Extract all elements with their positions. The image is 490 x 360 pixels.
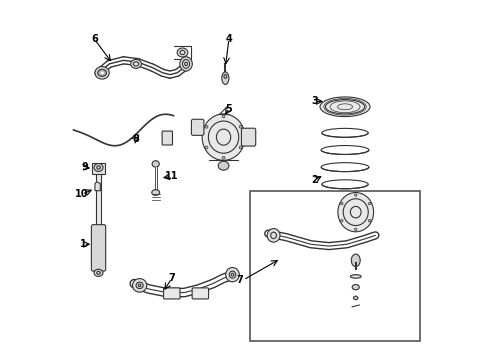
Ellipse shape — [320, 97, 370, 117]
Ellipse shape — [352, 284, 359, 290]
Ellipse shape — [368, 220, 371, 222]
Text: 11: 11 — [165, 171, 178, 181]
Ellipse shape — [202, 114, 245, 160]
Text: 2: 2 — [311, 175, 318, 185]
Bar — [96, 166, 101, 230]
Polygon shape — [95, 182, 100, 191]
Text: 1: 1 — [80, 239, 87, 249]
Ellipse shape — [322, 180, 368, 189]
Ellipse shape — [267, 229, 280, 242]
Ellipse shape — [152, 190, 160, 195]
Ellipse shape — [350, 275, 361, 278]
FancyBboxPatch shape — [92, 225, 106, 271]
FancyBboxPatch shape — [162, 131, 172, 145]
Ellipse shape — [341, 202, 343, 205]
Ellipse shape — [95, 67, 109, 79]
Text: 9: 9 — [82, 162, 89, 172]
Text: 4: 4 — [225, 34, 232, 44]
Ellipse shape — [180, 57, 192, 71]
Text: 6: 6 — [91, 34, 98, 44]
FancyBboxPatch shape — [242, 128, 256, 146]
FancyBboxPatch shape — [192, 288, 209, 299]
Ellipse shape — [205, 146, 208, 149]
Ellipse shape — [239, 125, 242, 128]
Text: 3: 3 — [311, 96, 318, 107]
Ellipse shape — [222, 72, 229, 85]
Text: 7: 7 — [236, 275, 243, 285]
Ellipse shape — [239, 146, 242, 149]
Ellipse shape — [322, 129, 368, 137]
Text: 7: 7 — [169, 273, 175, 283]
Ellipse shape — [338, 193, 373, 232]
Ellipse shape — [354, 296, 358, 300]
FancyBboxPatch shape — [93, 163, 104, 174]
Ellipse shape — [205, 125, 208, 128]
Text: 8: 8 — [133, 134, 140, 144]
Ellipse shape — [222, 115, 225, 118]
Ellipse shape — [323, 197, 367, 206]
Ellipse shape — [226, 267, 239, 282]
Ellipse shape — [341, 220, 343, 222]
Ellipse shape — [94, 163, 103, 171]
Text: 5: 5 — [225, 104, 232, 113]
Ellipse shape — [218, 161, 229, 170]
Ellipse shape — [94, 269, 103, 276]
Ellipse shape — [132, 279, 147, 292]
Ellipse shape — [354, 194, 357, 196]
Text: 10: 10 — [75, 189, 89, 199]
Bar — [250, 191, 420, 341]
Ellipse shape — [177, 48, 188, 57]
Ellipse shape — [98, 69, 107, 76]
Ellipse shape — [152, 161, 159, 167]
Ellipse shape — [131, 59, 142, 68]
Ellipse shape — [368, 202, 371, 205]
Ellipse shape — [354, 228, 357, 230]
FancyBboxPatch shape — [164, 288, 180, 299]
Ellipse shape — [351, 254, 360, 267]
Ellipse shape — [321, 163, 369, 172]
Ellipse shape — [321, 145, 369, 154]
FancyBboxPatch shape — [192, 119, 204, 135]
Ellipse shape — [222, 157, 225, 159]
Ellipse shape — [100, 71, 104, 74]
